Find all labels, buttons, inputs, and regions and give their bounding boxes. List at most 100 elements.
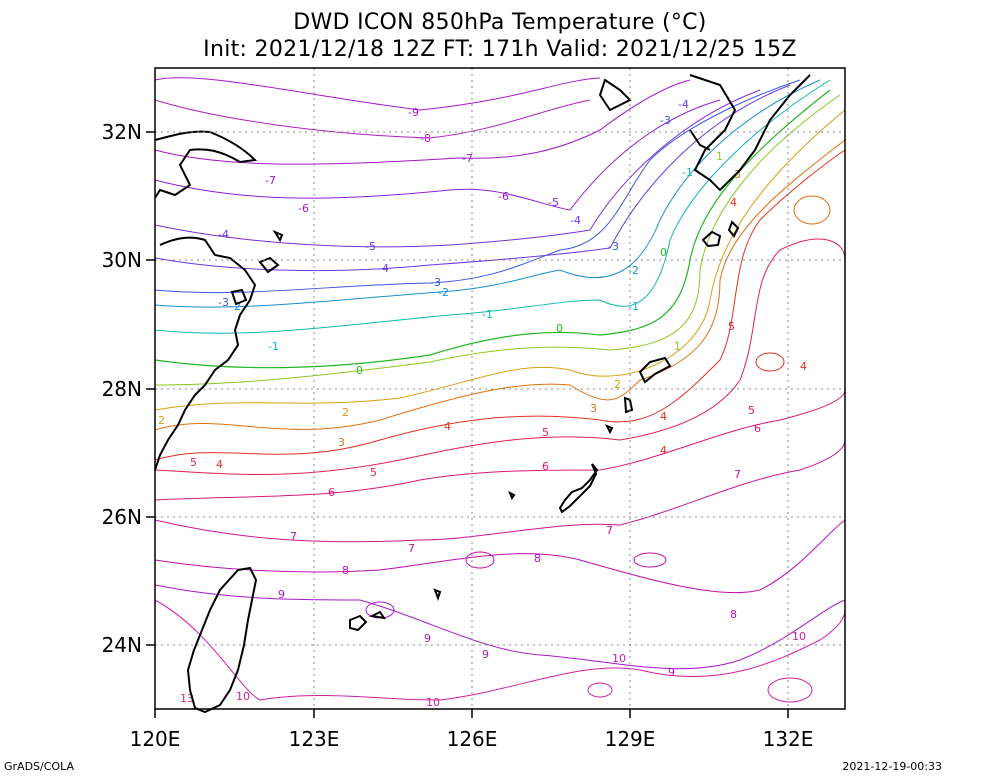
contour-label: -3	[218, 296, 229, 309]
contour-line	[154, 389, 846, 501]
contour-label: -2	[230, 300, 241, 313]
island	[368, 610, 387, 620]
contour-label: 8	[342, 564, 349, 577]
korea-coast	[598, 78, 632, 112]
island	[230, 288, 248, 306]
contour-label: 10	[236, 690, 250, 703]
contour-label: 8	[534, 552, 541, 565]
contour-label: 4	[216, 458, 223, 471]
kyushu-coast	[689, 129, 711, 151]
contour-label: -6	[498, 190, 509, 203]
contour-lines	[154, 77, 846, 703]
contour-label: -6	[298, 202, 309, 215]
contour-label: 7	[290, 530, 297, 543]
island	[727, 220, 740, 238]
contour-label: 3	[590, 402, 597, 415]
contour-line	[154, 89, 761, 248]
lon-label: 120E	[130, 727, 181, 751]
contour-line	[154, 99, 721, 211]
contour-line	[154, 94, 841, 386]
contour-cell	[587, 682, 613, 698]
contour-label: 4	[660, 410, 667, 423]
axis-ticks	[146, 131, 789, 718]
contour-label: 2	[342, 406, 349, 419]
contour-label: 1	[716, 150, 723, 163]
lat-label: 28N	[102, 377, 142, 401]
contour-label: -3	[660, 114, 671, 127]
contour-label: 10	[612, 652, 626, 665]
contour-label: 9	[668, 666, 675, 679]
contour-label: -4	[570, 214, 581, 227]
contour-label: 7	[734, 468, 741, 481]
kyushu-coast	[689, 74, 811, 192]
contour-label: 9	[424, 632, 431, 645]
contour-label: -3	[430, 276, 441, 289]
contour-line	[154, 149, 846, 461]
contour-label: 4	[730, 196, 737, 209]
contour-label: 9	[278, 588, 285, 601]
china-coast	[154, 236, 257, 471]
grid-lines	[155, 68, 845, 709]
contour-line	[154, 77, 601, 111]
contour-label: 0	[660, 246, 667, 259]
contour-label: -3	[608, 240, 619, 253]
contour-label: 4	[800, 360, 807, 373]
contour-label: 6	[754, 422, 761, 435]
lon-label: 132E	[763, 727, 814, 751]
contour-line	[154, 79, 691, 165]
contour-label: 5	[748, 404, 755, 417]
map-subtitle: Init: 2021/12/18 12Z FT: 171h Valid: 202…	[203, 37, 797, 62]
island	[258, 256, 280, 274]
contour-label: 2	[614, 378, 621, 391]
contour-label: 8	[730, 608, 737, 621]
island	[638, 356, 672, 384]
contour-label: -5	[548, 196, 559, 209]
lat-label: 24N	[102, 633, 142, 657]
contour-cell	[793, 195, 831, 225]
contour-label: -2	[628, 264, 639, 277]
lat-label: 32N	[102, 120, 142, 144]
contour-label: -4	[218, 228, 229, 241]
contour-label: 4	[444, 420, 451, 433]
contour-label: 1	[674, 340, 681, 353]
contour-label: -1	[628, 300, 639, 313]
contour-label: 4	[660, 444, 667, 457]
contour-label: 6	[542, 460, 549, 473]
island	[433, 588, 442, 601]
lon-label: 129E	[605, 727, 656, 751]
contour-line	[154, 79, 821, 308]
contour-label: 0	[356, 364, 363, 377]
contour-label: -5	[365, 240, 376, 253]
lon-label: 126E	[447, 727, 498, 751]
contour-line	[154, 599, 846, 701]
contour-labels: -9 -8 -7 -7 -6 -6 -5 -5 -4 -4 -4 -4 -3 -…	[158, 98, 807, 709]
contour-line	[154, 99, 591, 139]
contour-label: -1	[268, 340, 279, 353]
contour-label: -4	[378, 262, 389, 275]
island	[604, 424, 614, 435]
contour-line	[154, 109, 846, 411]
contour-label: 5	[370, 466, 377, 479]
generated-timestamp: 2021-12-19-00:33	[842, 760, 942, 773]
contour-label: 3	[734, 168, 741, 181]
contour-label: 5	[190, 456, 197, 469]
island	[272, 229, 284, 243]
contour-label: 7	[408, 542, 415, 555]
contour-label: 5	[542, 426, 549, 439]
contour-cell	[465, 551, 495, 569]
contour-label: -4	[678, 98, 689, 111]
lat-label: 30N	[102, 248, 142, 272]
contour-line	[154, 519, 846, 594]
contour-label: 10	[792, 630, 806, 643]
contour-label: 2	[158, 414, 165, 427]
contour-label: 6	[328, 486, 335, 499]
contour-line	[154, 238, 846, 475]
okinawa	[558, 463, 599, 514]
island	[508, 490, 516, 501]
contour-cell	[767, 677, 813, 703]
contour-label: 9	[482, 648, 489, 661]
contour-line	[154, 139, 846, 431]
contour-line	[154, 84, 791, 272]
contour-label: -2	[438, 286, 449, 299]
